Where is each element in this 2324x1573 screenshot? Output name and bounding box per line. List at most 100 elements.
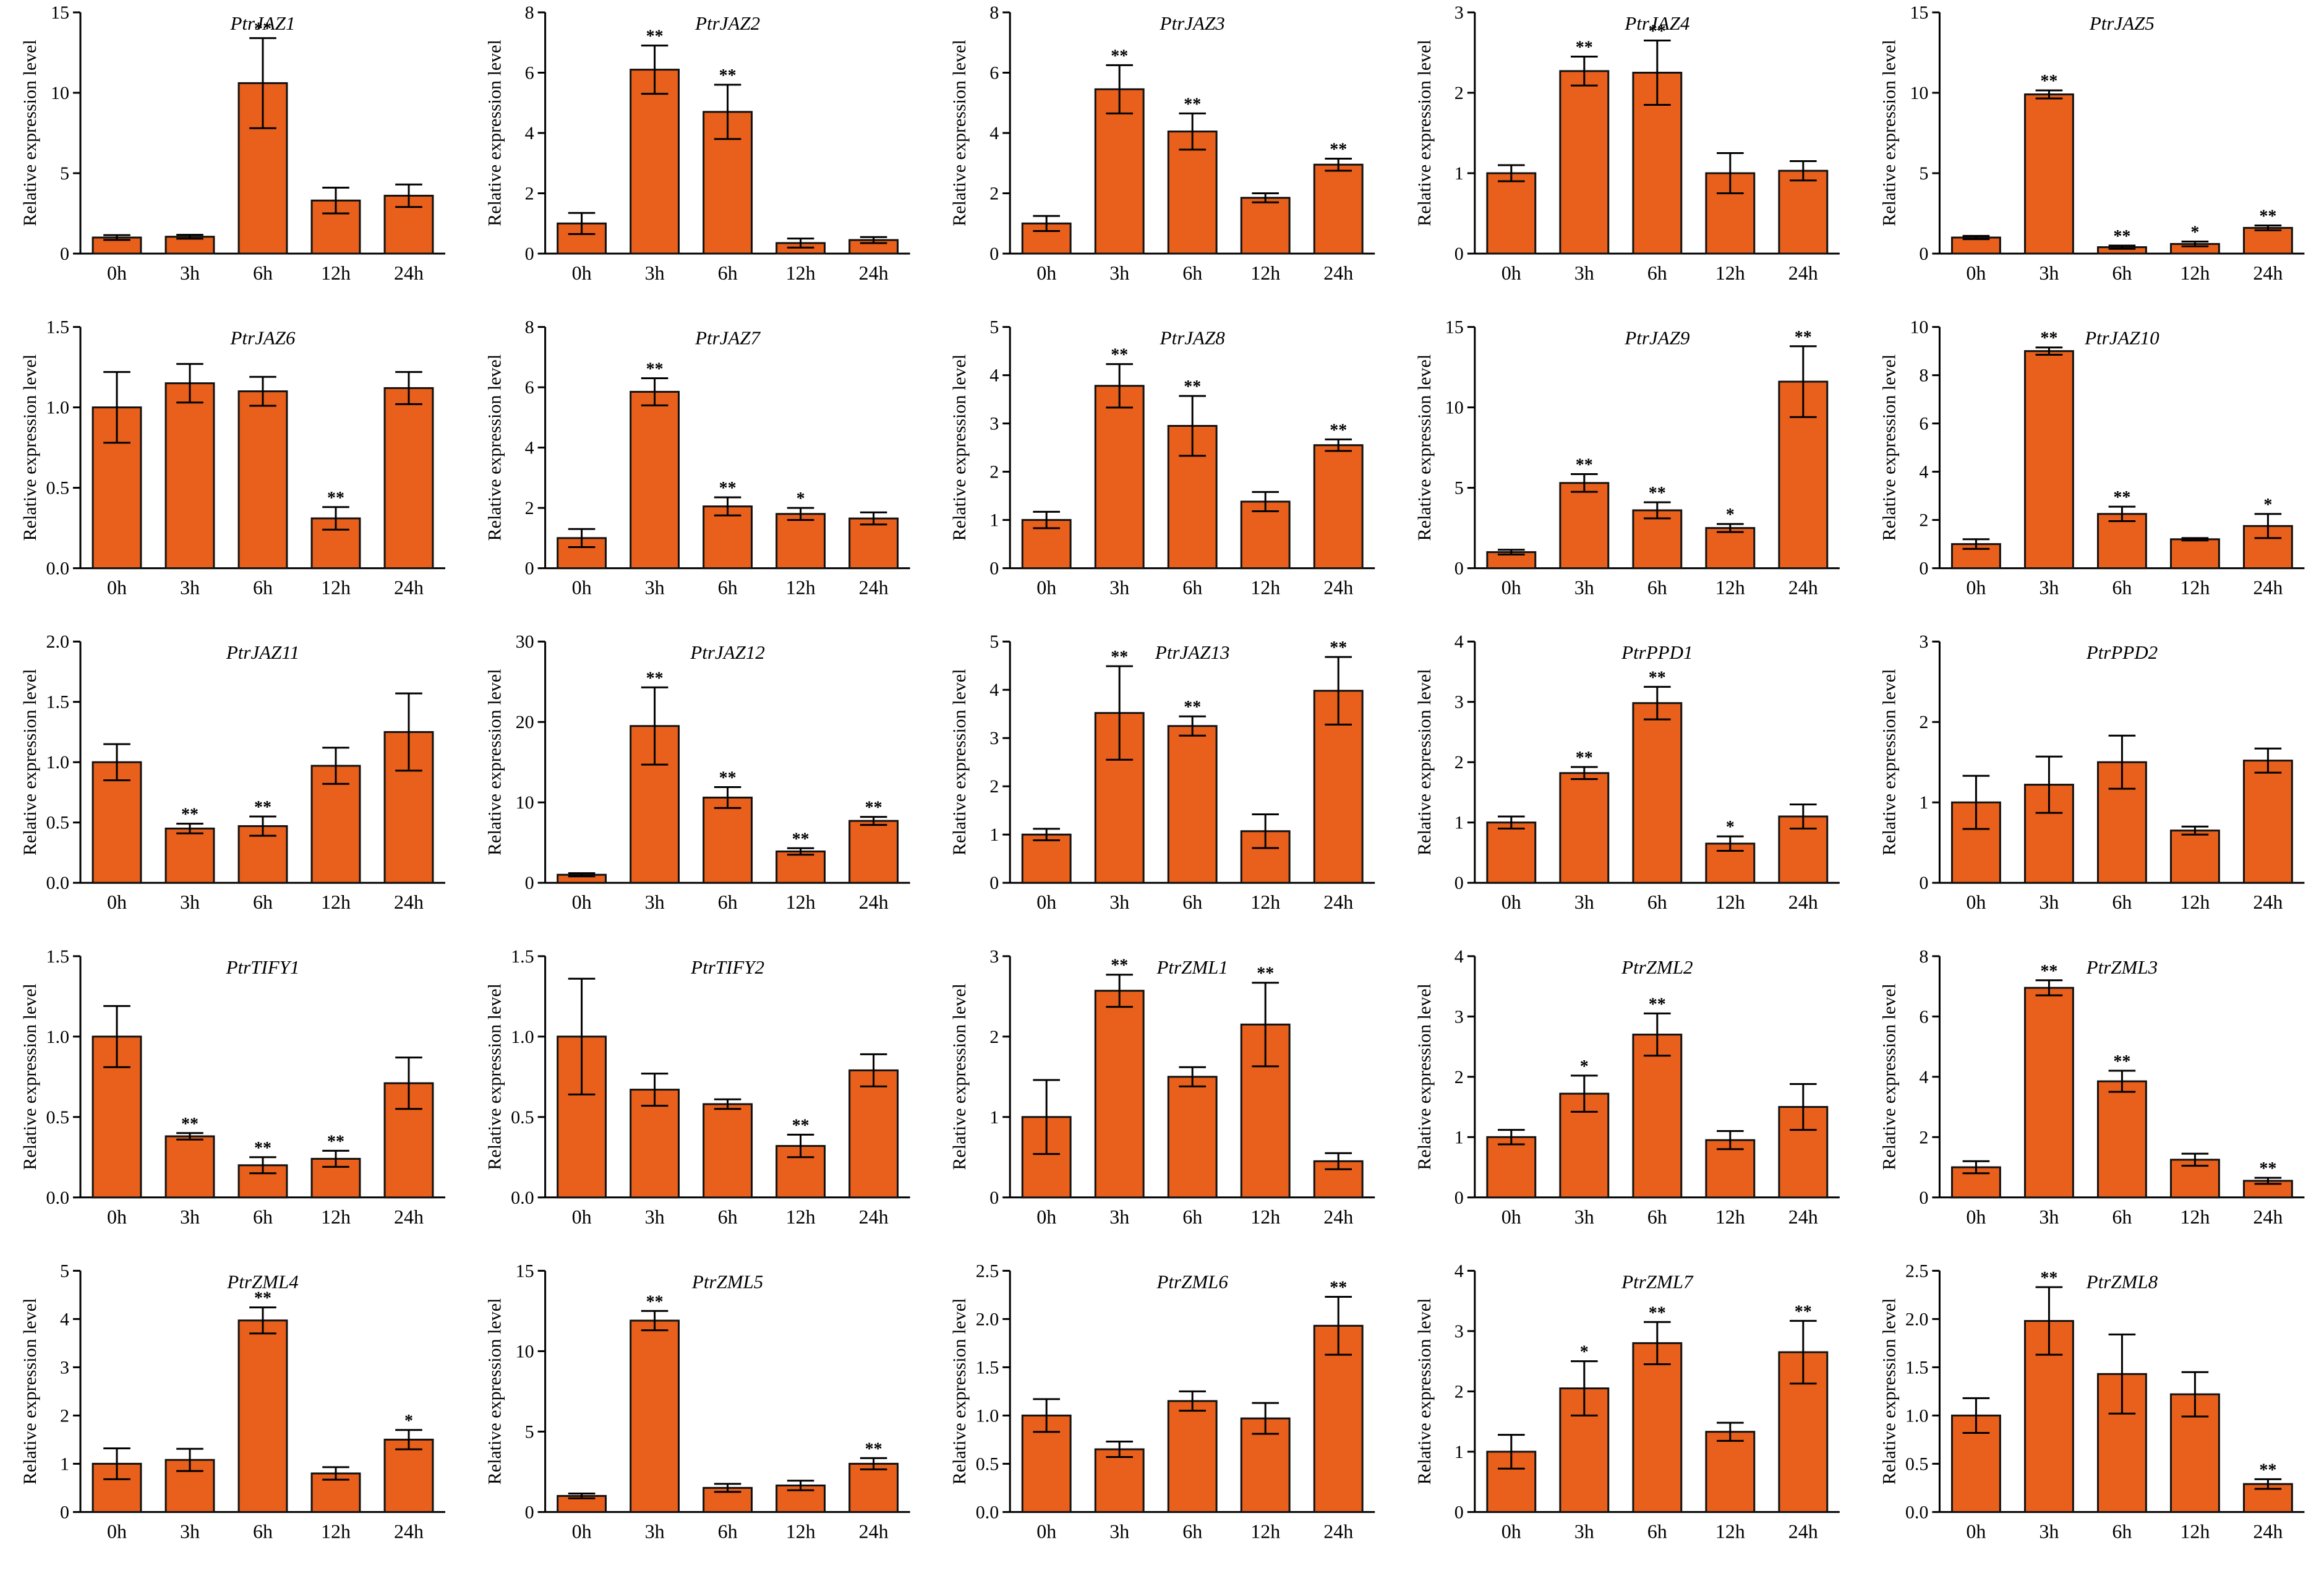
error-bar xyxy=(395,183,422,208)
bar xyxy=(2169,829,2220,884)
error-bar xyxy=(787,847,814,856)
x-tick-label: 0h xyxy=(1966,1206,1986,1228)
significance-label: ** xyxy=(1111,346,1128,365)
bar xyxy=(1094,1448,1145,1513)
bar xyxy=(630,1319,680,1513)
x-tick-label: 6h xyxy=(718,891,738,913)
y-tick-label: 4 xyxy=(989,123,999,144)
y-axis-label: Relative expression level xyxy=(949,40,970,226)
y-axis-label: Relative expression level xyxy=(20,984,40,1170)
x-tick-label: 0h xyxy=(572,262,592,284)
chart-title: PtrJAZ8 xyxy=(1160,327,1226,349)
error-bar xyxy=(2181,1152,2209,1167)
bar xyxy=(630,69,680,255)
error-bar xyxy=(1962,774,1990,830)
y-axis-label: Relative expression level xyxy=(949,1298,970,1485)
bar xyxy=(1559,70,1610,255)
y-axis-label: Relative expression level xyxy=(20,354,40,541)
chart-panel: 0 5 10 15 Relative expression level 0h ** 3h ** 6… xyxy=(1879,2,2305,284)
error-bar xyxy=(860,1457,887,1471)
y-tick-label: 0 xyxy=(1919,559,1928,579)
y-axis-label: Relative expression level xyxy=(949,984,970,1170)
x-tick-label: 6h xyxy=(1182,1520,1202,1542)
error-bar xyxy=(1106,1441,1134,1458)
y-tick-label: 0.5 xyxy=(976,1454,999,1474)
error-bar xyxy=(1789,345,1817,418)
chart-title: PtrTIFY1 xyxy=(226,956,300,978)
x-tick-label: 24h xyxy=(394,891,424,913)
x-tick-label: 6h xyxy=(1647,262,1667,284)
y-tick-label: 2 xyxy=(989,776,999,797)
y-axis-label: Relative expression level xyxy=(1879,984,1899,1170)
significance-label: ** xyxy=(1649,22,1666,41)
significance-label: ** xyxy=(1649,484,1666,503)
bar xyxy=(848,1069,899,1199)
significance-label: ** xyxy=(1795,1302,1812,1321)
x-tick-label: 3h xyxy=(645,1206,665,1228)
chart-title: PtrJAZ2 xyxy=(694,12,760,34)
error-bar xyxy=(1643,40,1671,106)
x-tick-label: 24h xyxy=(2253,1520,2283,1542)
error-bar xyxy=(1570,56,1598,87)
error-bar xyxy=(1497,164,1525,182)
error-bar xyxy=(787,1480,814,1491)
error-bar xyxy=(395,371,422,405)
x-tick-label: 24h xyxy=(394,1520,424,1542)
bar xyxy=(848,1462,899,1513)
significance-label: ** xyxy=(1330,638,1347,658)
bar xyxy=(2096,1080,2147,1199)
chart-title: PtrZML4 xyxy=(226,1271,298,1292)
bar xyxy=(164,1135,215,1199)
significance-label: ** xyxy=(646,669,664,688)
x-tick-label: 0h xyxy=(1036,1206,1056,1228)
error-bar xyxy=(1325,157,1352,172)
error-bar xyxy=(1716,835,1744,852)
error-bar xyxy=(1962,234,1990,241)
chart-panel: 0 5 10 15 Relative expression level 0h ** 3h ** 6… xyxy=(1414,317,1840,599)
chart-title: PtrJAZ13 xyxy=(1155,641,1230,663)
error-bar xyxy=(1033,1398,1061,1433)
error-bar xyxy=(787,1133,814,1159)
error-bar xyxy=(1033,510,1061,529)
bar xyxy=(164,827,215,884)
y-tick-label: 4 xyxy=(525,438,534,458)
error-bar xyxy=(103,1005,130,1068)
chart-title: PtrJAZ7 xyxy=(694,327,761,349)
significance-label: ** xyxy=(792,829,810,849)
x-tick-label: 24h xyxy=(1788,576,1818,599)
chart-title: PtrJAZ4 xyxy=(1624,12,1690,34)
bar xyxy=(1167,131,1218,255)
chart-title: PtrPPD2 xyxy=(2086,641,2158,663)
y-tick-label: 1 xyxy=(1455,813,1464,833)
x-tick-label: 12h xyxy=(1250,576,1280,599)
y-tick-label: 4 xyxy=(989,366,999,386)
error-bar xyxy=(1716,523,1744,533)
significance-label: ** xyxy=(2113,1052,2130,1071)
error-bar xyxy=(568,1493,596,1499)
error-bar xyxy=(1252,491,1279,513)
x-tick-label: 0h xyxy=(1966,262,1986,284)
error-bar xyxy=(714,786,741,809)
significance-label: ** xyxy=(2259,1460,2276,1480)
chart-title: PtrJAZ6 xyxy=(229,327,296,349)
x-tick-label: 24h xyxy=(2253,891,2283,913)
y-tick-label: 0 xyxy=(989,1188,999,1208)
y-tick-label: 2.5 xyxy=(1905,1261,1929,1281)
y-axis-label: Relative expression level xyxy=(485,354,505,541)
y-tick-label: 8 xyxy=(1919,946,1928,967)
y-tick-label: 1.0 xyxy=(46,1027,70,1047)
significance-label: ** xyxy=(1795,328,1812,347)
bar xyxy=(1486,1136,1537,1199)
bar xyxy=(1167,1400,1218,1513)
y-tick-label: 2 xyxy=(989,462,999,482)
error-bar xyxy=(1179,112,1207,151)
significance-label: ** xyxy=(792,1116,810,1135)
error-bar xyxy=(2035,346,2063,356)
bar xyxy=(703,796,753,884)
error-bar xyxy=(2254,1478,2282,1490)
x-tick-label: 0h xyxy=(107,1206,127,1228)
y-tick-label: 0 xyxy=(1455,1188,1464,1208)
x-tick-label: 3h xyxy=(180,262,200,284)
y-tick-label: 5 xyxy=(1919,163,1928,184)
